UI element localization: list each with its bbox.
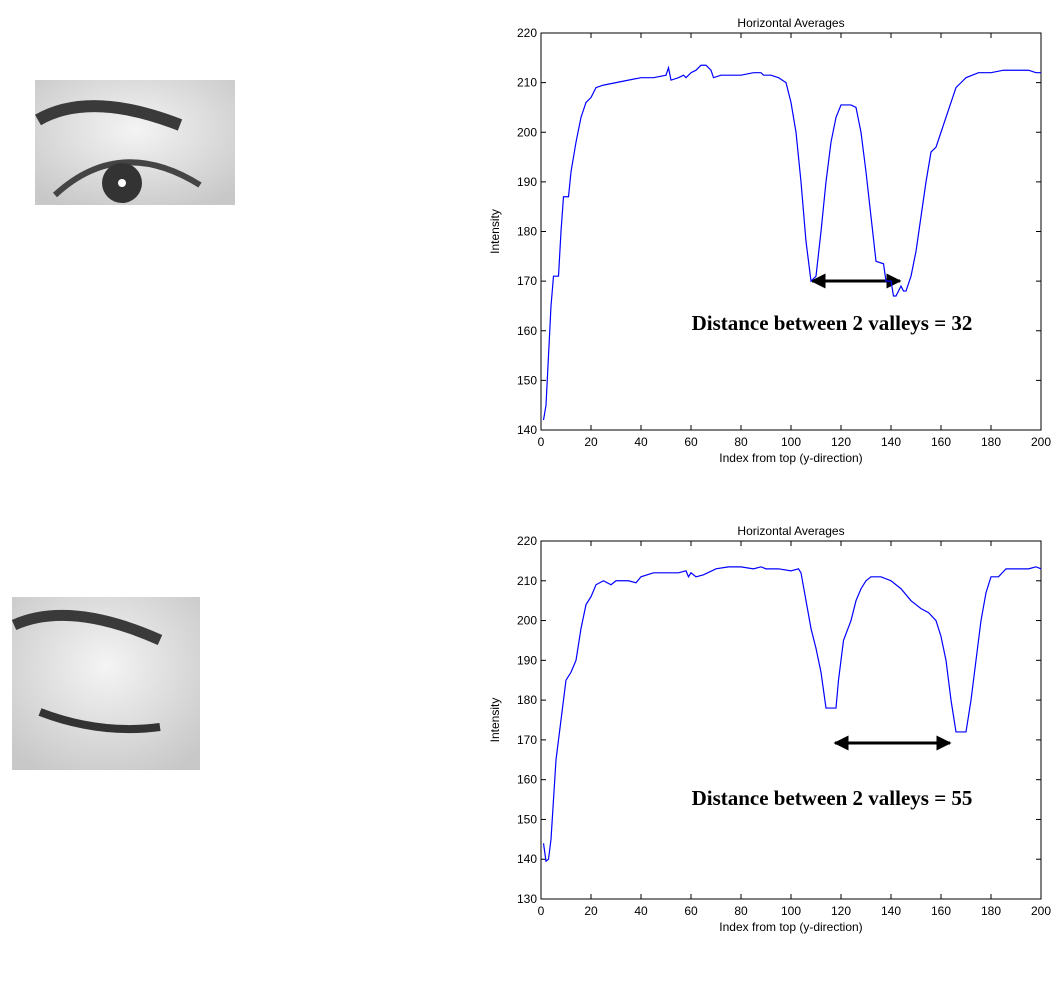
x-tick-label: 60: [684, 435, 698, 449]
annotation: Distance between 2 valleys = 55: [692, 786, 973, 810]
y-tick-label: 190: [517, 653, 537, 667]
x-tick-label: 60: [684, 904, 698, 918]
y-tick-label: 220: [517, 26, 537, 40]
x-tick-label: 0: [538, 435, 545, 449]
y-tick-label: 170: [517, 274, 537, 288]
y-tick-label: 160: [517, 324, 537, 338]
x-tick-label: 100: [781, 435, 801, 449]
line: [542, 566, 1042, 863]
x-tick-label: 160: [931, 435, 951, 449]
x-tick-label: 100: [781, 904, 801, 918]
x-tick-label: 140: [881, 435, 901, 449]
x-tick-label: 0: [538, 904, 545, 918]
x-tick-label: 20: [584, 435, 598, 449]
x-tick-label: 120: [831, 904, 851, 918]
closed-eye-image: [11, 597, 200, 770]
open-eye-image: [35, 80, 235, 205]
x-tick-label: 200: [1031, 435, 1051, 449]
y-tick-label: 130: [517, 892, 537, 906]
x-tick-label: 80: [734, 435, 748, 449]
plot-frame: [540, 32, 1042, 431]
y-axis-label: Intensity: [488, 209, 502, 254]
y-tick-label: 210: [517, 574, 537, 588]
x-tick-label: 120: [831, 435, 851, 449]
x-tick-label: 200: [1031, 904, 1051, 918]
y-tick-label: 190: [517, 175, 537, 189]
chart-title: Horizontal Averages: [737, 16, 844, 30]
x-tick-label: 140: [881, 904, 901, 918]
plot-frame: [540, 540, 1042, 900]
x-tick-label: 160: [931, 904, 951, 918]
y-tick-label: 170: [517, 733, 537, 747]
x-tick-label: 20: [584, 904, 598, 918]
x-tick-label: 40: [634, 904, 648, 918]
line: [542, 64, 1041, 421]
x-tick-label: 40: [634, 435, 648, 449]
y-tick-label: 150: [517, 373, 537, 387]
x-tick-label: 180: [981, 904, 1001, 918]
x-axis-label: Index from top (y-direction): [719, 451, 862, 465]
y-tick-label: 210: [517, 76, 537, 90]
x-tick-label: 80: [734, 904, 748, 918]
y-tick-label: 200: [517, 614, 537, 628]
y-tick-label: 140: [517, 423, 537, 437]
y-tick-label: 180: [517, 225, 537, 239]
y-axis-label: Intensity: [488, 698, 502, 743]
y-tick-label: 150: [517, 812, 537, 826]
y-tick-label: 220: [517, 534, 537, 548]
chart-title: Horizontal Averages: [737, 524, 844, 538]
y-tick-label: 200: [517, 125, 537, 139]
y-tick-label: 140: [517, 852, 537, 866]
annotation: Distance between 2 valleys = 32: [692, 311, 973, 335]
y-tick-label: 160: [517, 773, 537, 787]
y-tick-label: 180: [517, 693, 537, 707]
x-axis-label: Index from top (y-direction): [719, 920, 862, 934]
x-tick-label: 180: [981, 435, 1001, 449]
